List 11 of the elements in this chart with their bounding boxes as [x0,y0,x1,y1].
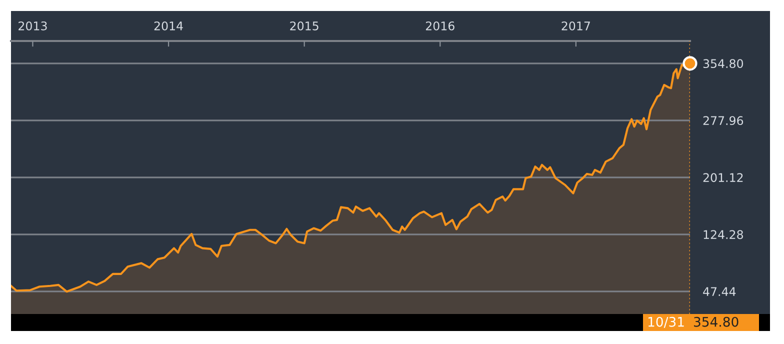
x-tick-label: 2013 [18,21,47,30]
y-tick-label: 124.28 [704,230,743,240]
y-tick-label: 277.96 [703,116,744,126]
y-tick-label: 47.44 [703,287,736,296]
text: 10/31 [648,316,684,328]
y-tick-label: 201.12 [703,173,743,182]
x-tick-label: 2015 [290,21,318,30]
x-tick-label: 2016 [426,21,454,30]
y-tick-label: 354.80 [703,59,744,68]
x-tick-label: 2017 [562,21,590,30]
x-tick-label: 2014 [154,21,183,30]
